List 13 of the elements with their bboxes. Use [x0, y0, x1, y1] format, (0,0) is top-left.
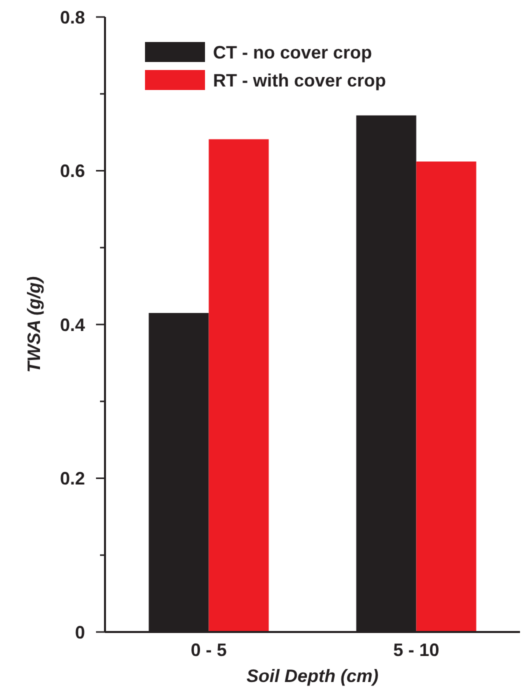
x-axis-title: Soil Depth (cm) — [246, 666, 379, 686]
legend-label: RT - with cover crop — [213, 70, 386, 90]
y-tick-label: 0 — [74, 622, 85, 642]
x-tick-label: 5 - 10 — [393, 640, 440, 660]
y-tick-label: 0.4 — [60, 314, 85, 335]
y-tick-label: 0.2 — [60, 468, 85, 489]
y-tick-label: 0.6 — [60, 161, 85, 182]
y-axis-title: TWSA (g/g) — [24, 276, 44, 373]
bar — [416, 162, 476, 632]
x-tick-label: 0 - 5 — [190, 640, 227, 660]
y-tick-label: 0.8 — [60, 7, 85, 28]
bar — [208, 139, 269, 632]
legend-label: CT - no cover crop — [213, 42, 372, 62]
